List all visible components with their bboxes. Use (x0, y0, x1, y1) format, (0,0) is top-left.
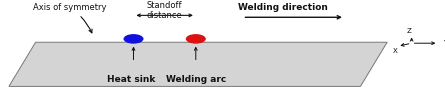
Text: Heat sink: Heat sink (107, 74, 155, 84)
Ellipse shape (124, 34, 143, 44)
Text: Y: Y (443, 40, 445, 46)
Ellipse shape (186, 34, 206, 44)
Text: Z: Z (407, 28, 412, 34)
Text: Welding arc: Welding arc (166, 74, 226, 84)
Text: Welding direction: Welding direction (238, 3, 328, 12)
Text: Standoff
distance: Standoff distance (147, 1, 182, 20)
Text: X: X (393, 48, 398, 54)
Text: Axis of symmetry: Axis of symmetry (33, 3, 107, 33)
Polygon shape (9, 42, 387, 86)
